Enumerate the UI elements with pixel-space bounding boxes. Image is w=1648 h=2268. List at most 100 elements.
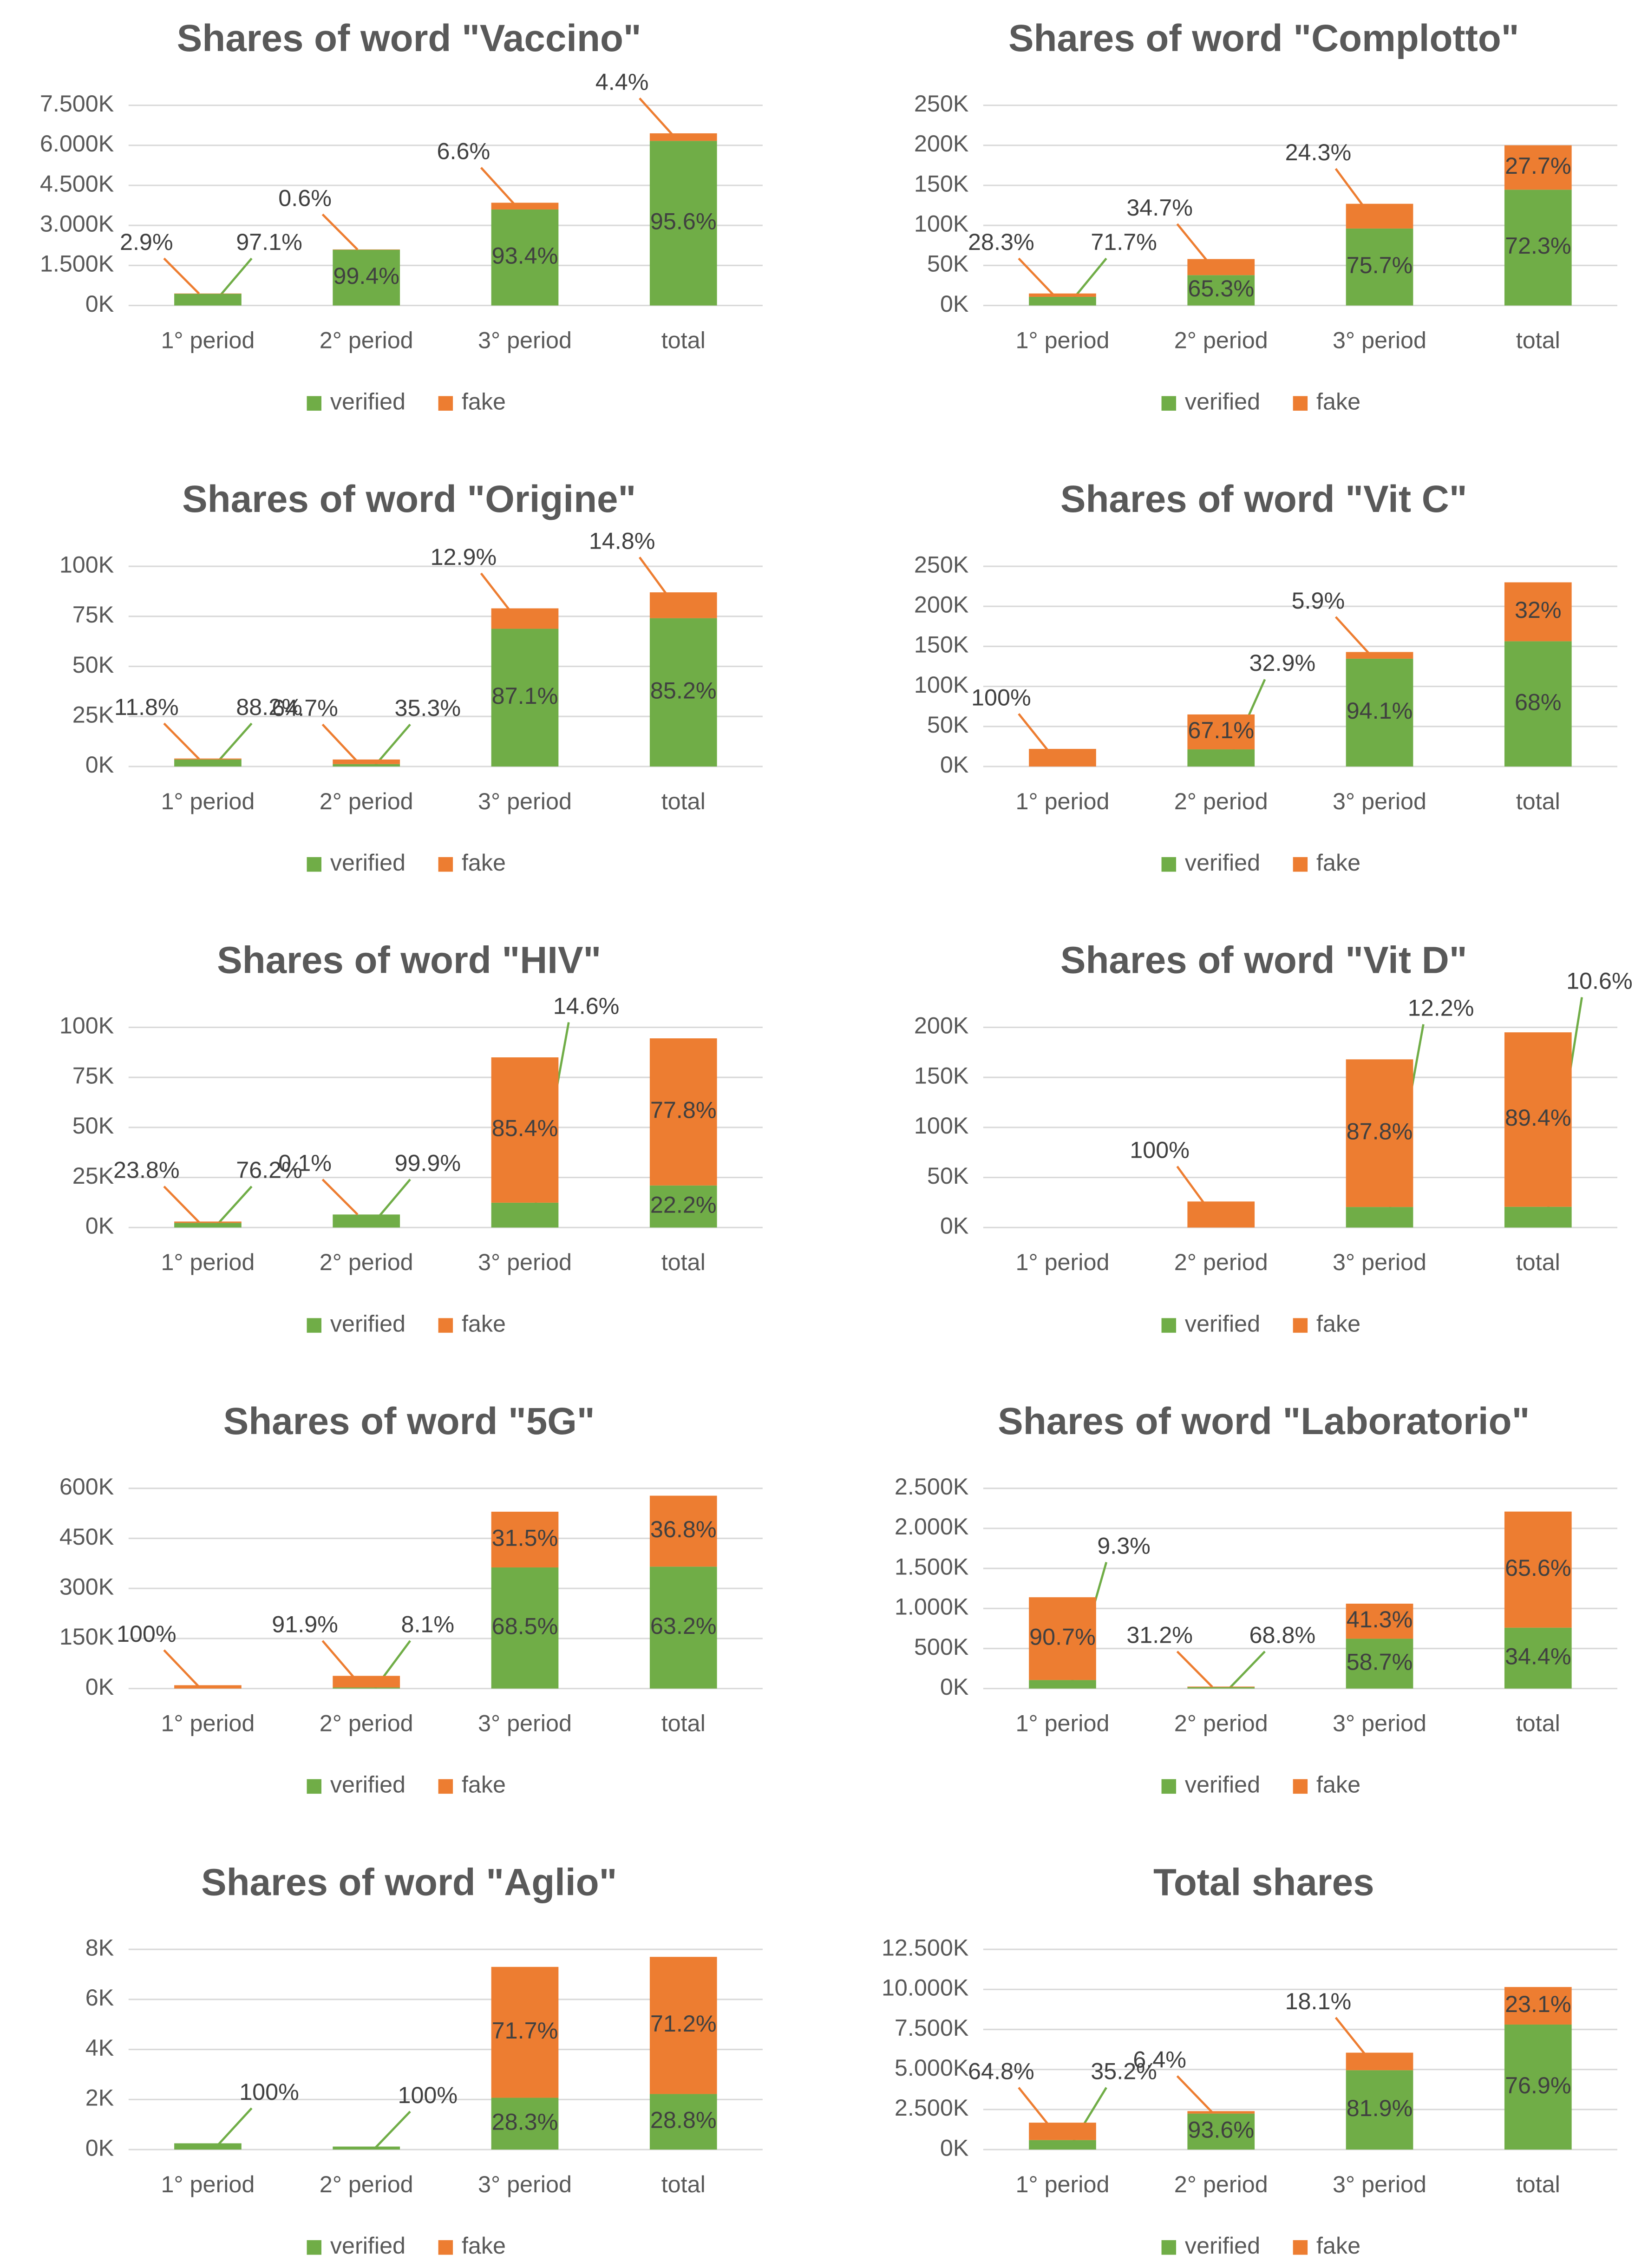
y-tick-label: 250K	[914, 90, 969, 117]
leader-line	[639, 97, 676, 138]
chart-title: Shares of word "Complotto"	[1008, 17, 1519, 59]
bar-segment	[649, 1495, 717, 1567]
x-tick-label: 3° period	[478, 1710, 572, 1737]
x-tick-label: 1° period	[161, 1710, 255, 1737]
leader-line	[1229, 1651, 1266, 1689]
y-tick-label: 0K	[85, 751, 114, 778]
data-label: 68%	[1515, 688, 1562, 715]
bar-segment	[649, 618, 717, 767]
bar-segment	[1504, 1032, 1572, 1207]
chart-title: Shares of word "Origine"	[182, 478, 636, 520]
leader-line	[1176, 1166, 1213, 1215]
x-tick-label: 1° period	[161, 788, 255, 814]
bar-segment	[649, 1957, 717, 2094]
y-tick-label: 450K	[59, 1523, 114, 1550]
legend-swatch	[1161, 2240, 1177, 2255]
leader-line	[1334, 168, 1372, 217]
y-tick-label: 50K	[72, 651, 114, 678]
y-tick-label: 0K	[85, 1673, 114, 1700]
legend-swatch	[307, 857, 321, 872]
y-tick-label: 1.500K	[40, 250, 114, 277]
data-label: 100%	[117, 1620, 177, 1647]
y-tick-label: 100K	[914, 671, 969, 698]
leader-line	[1176, 223, 1213, 268]
bar-segment	[649, 133, 717, 141]
bar-segment	[1187, 2111, 1255, 2114]
data-label: 87.1%	[492, 682, 558, 709]
bar-segment	[1504, 582, 1572, 642]
bar-segment	[1346, 203, 1413, 229]
bar-segment	[491, 1202, 559, 1228]
data-label: 14.8%	[589, 527, 655, 554]
bar-segment	[649, 592, 717, 618]
data-label: 75.7%	[1347, 252, 1413, 278]
bar-segment	[649, 2094, 717, 2150]
y-tick-label: 3.000K	[40, 210, 114, 236]
data-label: 41.3%	[1347, 1606, 1413, 1632]
legend-label: fake	[462, 388, 506, 415]
data-label: 6.6%	[437, 138, 490, 164]
bar-segment	[1346, 228, 1413, 306]
data-label: 24.3%	[1285, 139, 1352, 165]
y-tick-label: 150K	[914, 170, 969, 197]
x-tick-label: 1° period	[161, 2171, 255, 2197]
x-tick-label: 2° period	[320, 788, 413, 814]
bar-segment	[174, 2143, 242, 2150]
bar-segment	[174, 294, 242, 306]
x-tick-label: 1° period	[161, 1249, 255, 1275]
legend-label: verified	[330, 388, 405, 415]
bar-segment	[174, 1685, 242, 1689]
legend-swatch	[307, 1779, 321, 1794]
data-label: 65.3%	[1188, 275, 1254, 302]
leader-line	[216, 2107, 253, 2147]
data-label: 100%	[971, 684, 1031, 710]
chart-title: Shares of word "Vit C"	[1060, 478, 1467, 520]
bar-segment	[1187, 1686, 1255, 1687]
x-tick-label: total	[661, 327, 706, 353]
y-tick-label: 0K	[85, 2134, 114, 2161]
chart-title: Shares of word "HIV"	[217, 939, 601, 982]
data-label: 64.8%	[968, 2058, 1034, 2084]
bar-segment	[1504, 190, 1572, 306]
y-tick-label: 0K	[940, 2134, 969, 2161]
bar-segment	[649, 1567, 717, 1689]
legend-label: fake	[1316, 1771, 1360, 1798]
y-tick-label: 150K	[914, 631, 969, 658]
legend-label: fake	[462, 1771, 506, 1798]
bar-segment	[1346, 2052, 1413, 2071]
bar-segment	[491, 608, 559, 629]
bar-segment	[1187, 259, 1255, 275]
bar-segment	[1187, 749, 1255, 767]
x-tick-label: 2° period	[1174, 1249, 1268, 1275]
leader-line	[163, 722, 200, 760]
data-label: 81.9%	[1347, 2095, 1413, 2121]
bar-segment	[491, 1567, 559, 1689]
x-tick-label: total	[661, 788, 706, 814]
data-label: 95.6%	[650, 208, 717, 235]
bar-segment	[1346, 1059, 1413, 1207]
legend-swatch	[438, 1779, 453, 1794]
data-label: 71.7%	[492, 2017, 558, 2044]
y-tick-label: 50K	[927, 1162, 969, 1189]
bar-segment	[1029, 293, 1096, 297]
y-tick-label: 100K	[914, 210, 969, 236]
data-label: 12.2%	[1408, 995, 1474, 1021]
bar-segment	[1504, 1987, 1572, 2025]
bar-segment	[491, 209, 559, 306]
leader-line	[321, 723, 359, 763]
data-label: 10.6%	[1566, 968, 1633, 994]
y-tick-label: 100K	[59, 551, 114, 577]
bar-segment	[1346, 2070, 1413, 2150]
y-tick-label: 50K	[72, 1112, 114, 1139]
bar-segment	[491, 2098, 559, 2150]
legend-label: fake	[1316, 388, 1360, 415]
legend-swatch	[438, 1318, 453, 1333]
x-tick-label: 3° period	[478, 2171, 572, 2197]
data-label: 94.1%	[1347, 697, 1413, 724]
bar-segment	[1187, 275, 1255, 306]
bar-segment	[333, 249, 400, 306]
bar-segment	[1504, 1627, 1572, 1689]
leader-line	[1018, 2087, 1055, 2132]
data-label: 31.2%	[1126, 1622, 1193, 1648]
